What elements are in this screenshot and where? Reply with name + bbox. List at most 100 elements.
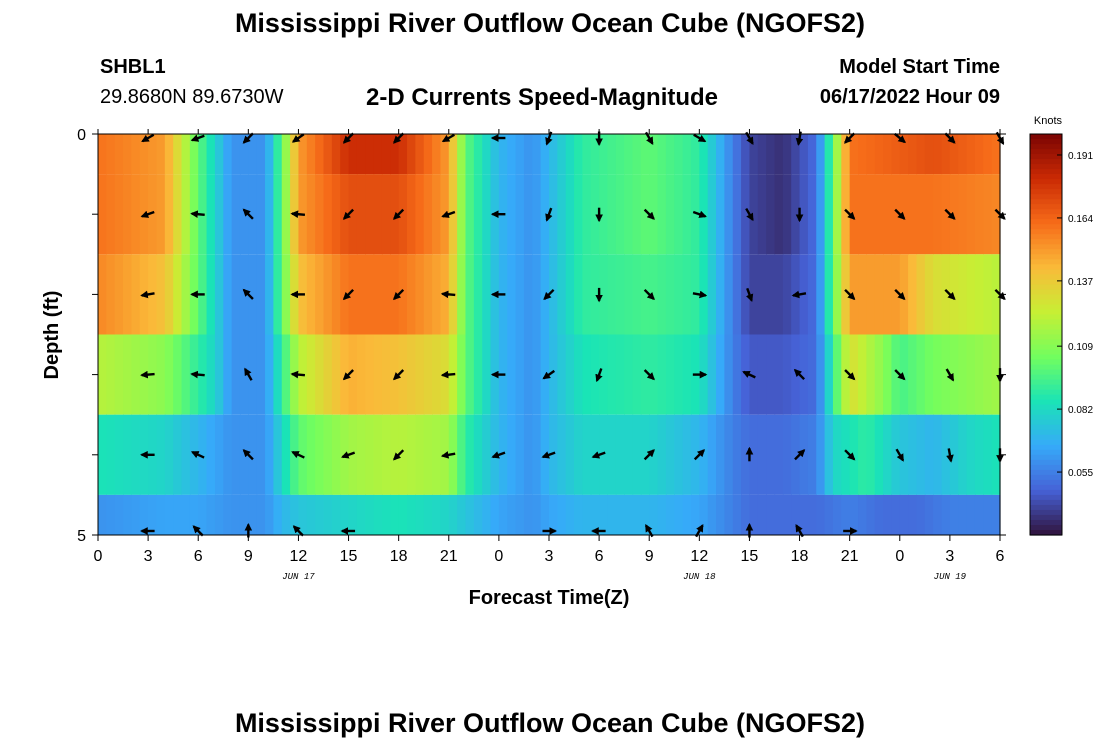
- colorbar-segment: [1030, 459, 1062, 466]
- current-arrow: [844, 208, 856, 220]
- colorbar-segment: [1030, 399, 1062, 406]
- heatmap-cell: [983, 334, 993, 415]
- colorbar-segment: [1030, 239, 1062, 245]
- heatmap-cell: [164, 334, 174, 415]
- heatmap-cell: [707, 174, 717, 255]
- model-start-label: Model Start Time: [839, 56, 1000, 78]
- colorbar-segment: [1030, 194, 1062, 200]
- heatmap-cell: [991, 494, 1001, 535]
- heatmap-cell: [916, 334, 926, 415]
- heatmap-cell: [114, 254, 124, 335]
- heatmap-cell: [407, 494, 416, 535]
- heatmap-cell: [674, 254, 684, 335]
- heatmap-cell: [532, 414, 542, 495]
- heatmap-cell: [824, 414, 834, 495]
- colorbar-segment: [1030, 309, 1062, 316]
- current-arrow: [440, 451, 456, 459]
- heatmap-cell: [749, 334, 759, 415]
- heatmap-cell: [265, 134, 274, 175]
- heatmap-cell: [423, 174, 433, 255]
- heatmap-cell: [156, 494, 166, 535]
- heatmap-cell: [916, 254, 926, 335]
- heatmap-cell: [883, 134, 893, 175]
- heatmap-cell: [916, 494, 926, 535]
- heatmap-cell: [290, 134, 300, 175]
- heatmap-cell: [223, 134, 233, 175]
- heatmap-cell: [156, 174, 166, 255]
- current-arrow: [894, 132, 906, 144]
- x-tick-label: 3: [545, 548, 554, 565]
- current-arrow: [894, 369, 906, 381]
- colorbar-segment: [1030, 184, 1062, 190]
- heatmap-cell: [690, 134, 700, 175]
- colorbar-segment: [1030, 224, 1062, 230]
- heatmap-cell: [123, 254, 133, 335]
- heatmap-cell: [106, 254, 116, 335]
- heatmap-cell: [816, 414, 826, 495]
- x-tick-label: 0: [94, 548, 103, 565]
- heatmap-cell: [465, 174, 475, 255]
- current-arrow: [140, 210, 155, 218]
- heatmap-cell: [707, 334, 717, 415]
- heatmap-cell: [607, 174, 617, 255]
- colorbar-segment: [1030, 424, 1062, 431]
- heatmap-cell: [958, 494, 968, 535]
- heatmap-cell: [281, 254, 291, 335]
- heatmap-cell: [966, 174, 976, 255]
- heatmap-cell: [557, 134, 567, 175]
- heatmap-cell: [933, 134, 943, 175]
- heatmap-cell: [457, 414, 467, 495]
- heatmap-cell: [908, 334, 918, 415]
- current-arrow: [491, 451, 506, 459]
- heatmap-cell: [398, 334, 408, 415]
- current-arrow: [944, 208, 956, 220]
- heatmap-cell: [173, 334, 183, 415]
- heatmap-cell: [231, 334, 241, 415]
- heatmap-cell: [164, 494, 174, 535]
- heatmap-cell: [440, 134, 450, 175]
- heatmap-cell: [515, 414, 525, 495]
- current-arrow: [242, 288, 254, 300]
- heatmap-cell: [223, 494, 233, 535]
- heatmap-cell: [432, 334, 442, 415]
- heatmap-cell: [173, 134, 183, 175]
- current-arrow: [595, 368, 603, 383]
- heatmap-cell: [774, 414, 784, 495]
- heatmap-cell: [423, 254, 433, 335]
- heatmap-cell: [248, 254, 258, 335]
- colorbar-title: Knots: [1034, 115, 1063, 127]
- current-arrow: [192, 525, 204, 537]
- colorbar-segment: [1030, 189, 1062, 195]
- heatmap-cell: [490, 494, 500, 535]
- heatmap-cell: [114, 134, 124, 175]
- heatmap-cell: [273, 494, 283, 535]
- heatmap-cell: [590, 254, 600, 335]
- heatmap-cell: [156, 334, 166, 415]
- heatmap-cell: [791, 174, 801, 255]
- heatmap-cell: [899, 134, 909, 175]
- heatmap-cell: [348, 134, 358, 175]
- y-tick-label: 5: [77, 528, 86, 545]
- x-tick-label: 15: [741, 548, 759, 565]
- colorbar-segment: [1030, 499, 1062, 506]
- current-arrow: [242, 449, 254, 461]
- heatmap-cell: [407, 254, 416, 335]
- heatmap-cell: [582, 134, 592, 175]
- x-axis: 0 3 6 9 12 15 18 21 0 3 6 9 12 15 18 21 0 3 6 JUN 17 JUN 18 J…: [94, 129, 1005, 582]
- heatmap-cell: [523, 494, 533, 535]
- heatmap-cell: [265, 334, 274, 415]
- heatmap-cell: [958, 334, 968, 415]
- heatmap-cell: [473, 134, 483, 175]
- heatmap-cell: [356, 334, 366, 415]
- heatmap-cell: [482, 414, 492, 495]
- heatmap-cell: [331, 334, 341, 415]
- colorbar-segment: [1030, 429, 1062, 436]
- heatmap-cell: [832, 334, 842, 415]
- colorbar-segment: [1030, 244, 1062, 250]
- x-tick-label: 0: [494, 548, 503, 565]
- heatmap-cell: [741, 414, 751, 495]
- heatmap-cell: [690, 414, 700, 495]
- heatmap-cell: [891, 134, 901, 175]
- heatmap-cell: [549, 254, 558, 335]
- heatmap-cell: [665, 174, 675, 255]
